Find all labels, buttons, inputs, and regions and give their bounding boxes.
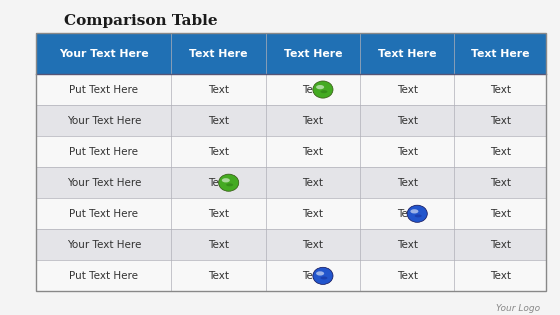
Text: Your Text Here: Your Text Here [67,116,141,126]
Text: Text Here: Text Here [283,49,342,59]
Ellipse shape [320,277,328,279]
Text: Text Here: Text Here [378,49,436,59]
Text: Text: Text [302,271,323,281]
Ellipse shape [320,90,328,93]
FancyBboxPatch shape [36,198,546,229]
Ellipse shape [410,209,418,214]
Text: Text: Text [208,116,229,126]
Text: Text: Text [489,209,511,219]
Ellipse shape [226,183,233,186]
Text: Text: Text [302,116,323,126]
Ellipse shape [415,215,422,217]
Text: Text: Text [396,271,418,281]
FancyBboxPatch shape [36,260,546,291]
Text: Text: Text [396,209,418,219]
Ellipse shape [316,271,324,276]
Text: Comparison Table: Comparison Table [64,14,218,28]
Text: Put Text Here: Put Text Here [69,271,138,281]
Ellipse shape [222,178,230,182]
Text: Text: Text [489,84,511,94]
Text: Text: Text [489,271,511,281]
Text: Text: Text [302,240,323,250]
Text: Text: Text [396,116,418,126]
Text: Text: Text [208,271,229,281]
FancyBboxPatch shape [36,105,546,136]
FancyBboxPatch shape [36,167,546,198]
Text: Text: Text [208,240,229,250]
Text: Text: Text [489,147,511,157]
Text: Text: Text [396,84,418,94]
Text: Text: Text [396,240,418,250]
Ellipse shape [218,174,239,191]
Text: Text: Text [489,178,511,188]
Text: Text: Text [208,178,229,188]
Text: Put Text Here: Put Text Here [69,209,138,219]
Ellipse shape [313,267,333,284]
FancyBboxPatch shape [36,74,546,105]
Ellipse shape [407,205,427,222]
Ellipse shape [313,81,333,98]
Text: Text Here: Text Here [189,49,248,59]
Text: Text: Text [396,178,418,188]
Text: Text: Text [208,84,229,94]
Text: Put Text Here: Put Text Here [69,147,138,157]
FancyBboxPatch shape [36,33,546,74]
FancyBboxPatch shape [36,136,546,167]
Text: Text: Text [396,147,418,157]
Text: Text: Text [302,147,323,157]
Text: Your Logo: Your Logo [496,304,540,313]
Ellipse shape [316,85,324,89]
Text: Your Text Here: Your Text Here [67,240,141,250]
Text: Your Text Here: Your Text Here [67,178,141,188]
Text: Text: Text [489,240,511,250]
Text: Text: Text [302,178,323,188]
Text: Text: Text [208,209,229,219]
Text: Put Text Here: Put Text Here [69,84,138,94]
Text: Text: Text [302,84,323,94]
Text: Your Text Here: Your Text Here [59,49,149,59]
Text: Text: Text [489,116,511,126]
FancyBboxPatch shape [36,229,546,260]
Text: Text: Text [302,209,323,219]
Text: Text Here: Text Here [471,49,529,59]
Text: Text: Text [208,147,229,157]
